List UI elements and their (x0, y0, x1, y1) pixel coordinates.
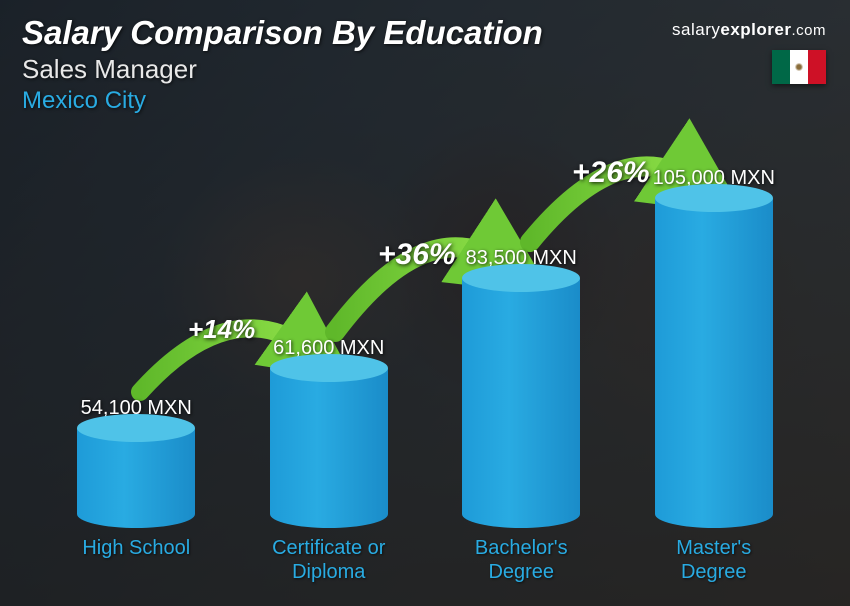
bar-chart: +14% +36% +26% 54,100 MXN 61,600 MXN 83,… (40, 114, 810, 584)
chart-subtitle: Sales Manager (22, 54, 828, 85)
bar-body (77, 428, 195, 528)
brand-logo: salaryexplorer.com (672, 20, 826, 40)
brand-part1: salary (672, 20, 720, 39)
flag-stripe-red (808, 50, 826, 84)
bars-container: 54,100 MXN 61,600 MXN 83,500 MXN 105,000… (40, 128, 810, 528)
x-label-0: High School (51, 536, 221, 584)
bar-body (462, 278, 580, 528)
brand-part2: explorer (720, 20, 791, 39)
bar-group-1: 61,600 MXN (244, 337, 414, 528)
bar-group-3: 105,000 MXN (629, 167, 799, 528)
flag-stripe-green (772, 50, 790, 84)
x-label-2: Bachelor'sDegree (436, 536, 606, 584)
bar-group-2: 83,500 MXN (436, 247, 606, 528)
x-label-3: Master'sDegree (629, 536, 799, 584)
bar-2 (462, 278, 580, 528)
bar-top (77, 414, 195, 442)
flag-stripe-white (790, 50, 808, 84)
brand-suffix: .com (791, 22, 826, 39)
bar-3 (655, 198, 773, 528)
bar-top (270, 354, 388, 382)
bar-top (462, 264, 580, 292)
x-axis-labels: High School Certificate orDiploma Bachel… (40, 536, 810, 584)
bar-1 (270, 368, 388, 528)
bar-group-0: 54,100 MXN (51, 397, 221, 528)
bar-body (655, 198, 773, 528)
x-label-1: Certificate orDiploma (244, 536, 414, 584)
bar-body (270, 368, 388, 528)
bar-top (655, 184, 773, 212)
flag-emblem (794, 62, 804, 72)
bar-0 (77, 428, 195, 528)
flag-icon (772, 50, 826, 84)
chart-location: Mexico City (22, 87, 828, 115)
